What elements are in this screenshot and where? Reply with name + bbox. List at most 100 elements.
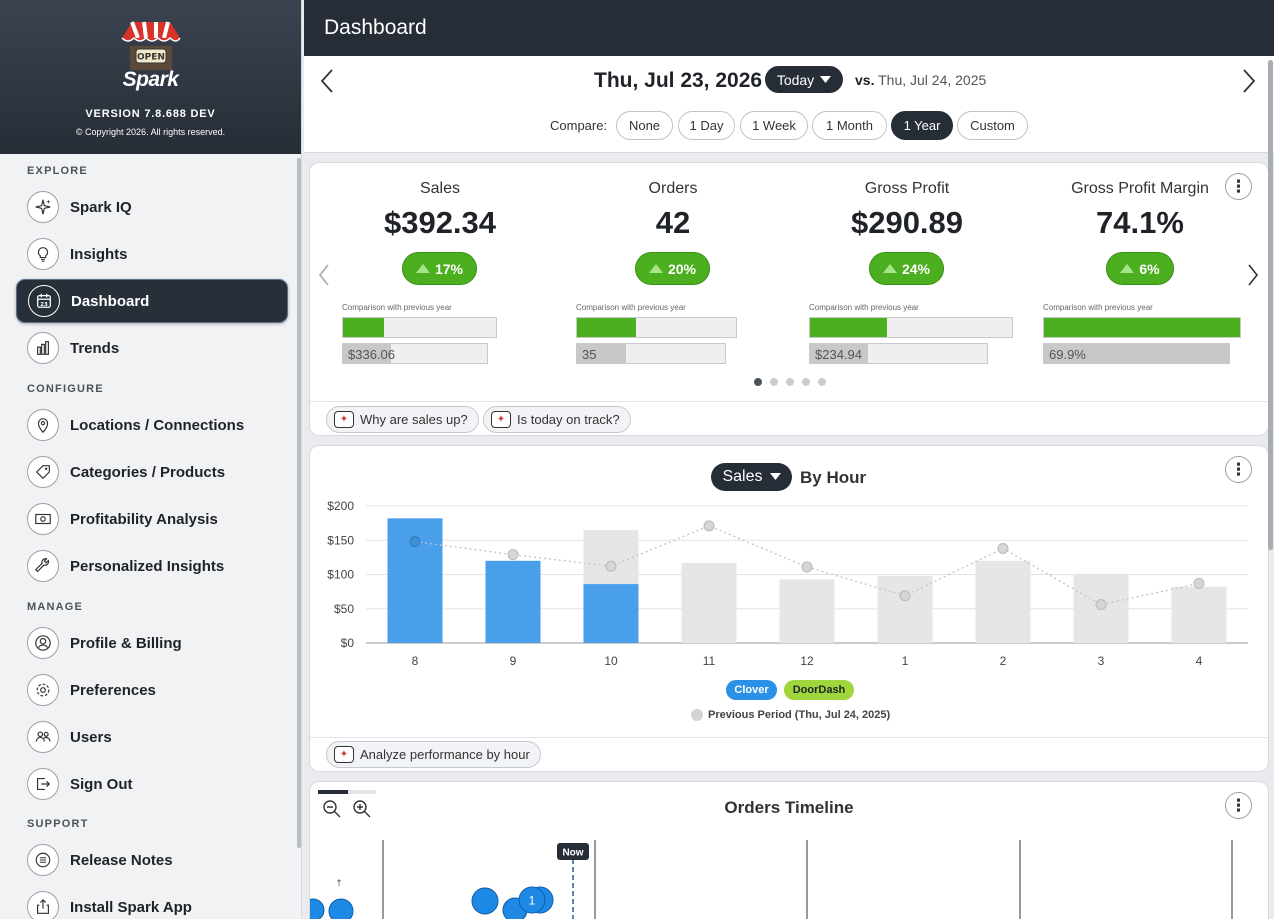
comparison-label: Comparison with previous year <box>342 303 452 312</box>
sidebar-item-release-notes[interactable]: Release Notes <box>16 838 288 882</box>
analyze-by-hour-button[interactable]: ✦ Analyze performance by hour <box>326 741 541 768</box>
sign-out-icon <box>27 768 59 800</box>
order-bubble <box>471 887 499 915</box>
metric-label: Gross Profit <box>864 180 950 197</box>
user-circle-icon <box>27 627 59 659</box>
sidebar-item-label: Categories / Products <box>70 463 226 481</box>
compare-1-month-button[interactable]: 1 Month <box>812 111 887 140</box>
compare-none-button[interactable]: None <box>616 111 673 140</box>
carousel-dot-5[interactable] <box>818 378 826 386</box>
previous-period-point <box>409 536 421 548</box>
metric-change-badge: 24% <box>869 252 944 285</box>
sidebar-item-locations[interactable]: Locations / Connections <box>16 403 288 447</box>
next-date-chevron-icon[interactable] <box>1242 68 1256 101</box>
orders-timeline-chart[interactable]: Now ↑ 1 <box>310 837 1268 919</box>
x-tick-label: 8 <box>412 654 419 668</box>
zoom-out-icon[interactable] <box>322 799 342 824</box>
sidebar-item-label: Dashboard <box>71 292 150 310</box>
carousel-dot-3[interactable] <box>786 378 794 386</box>
metric-label: Gross Profit Margin <box>1071 180 1209 197</box>
chart-more-options-icon[interactable]: ⋮ <box>1225 456 1252 483</box>
previous-value: $234.94 <box>815 347 862 362</box>
current-bar <box>485 560 541 643</box>
current-date: Thu, Jul 23, 2026 <box>594 69 763 92</box>
x-tick-label: 4 <box>1196 654 1203 668</box>
sidebar-item-sign-out[interactable]: Sign Out <box>16 762 288 806</box>
carousel-next-chevron-icon[interactable] <box>1247 263 1259 292</box>
carousel-dot-4[interactable] <box>802 378 810 386</box>
wrench-icon <box>27 550 59 582</box>
sidebar-scrollbar[interactable] <box>297 158 301 848</box>
sidebar-item-preferences[interactable]: Preferences <box>16 668 288 712</box>
sidebar-item-label: Trends <box>70 339 120 357</box>
previous-period-point <box>605 560 617 572</box>
metric-change-badge: 6% <box>1106 252 1174 285</box>
timeline-more-options-icon[interactable]: ⋮ <box>1225 792 1252 819</box>
sidebar-item-label: Locations / Connections <box>70 416 245 434</box>
carousel-dot-1[interactable] <box>754 378 762 386</box>
sidebar-item-install-app[interactable]: Install Spark App <box>16 885 288 919</box>
metric-label: Sales <box>419 180 461 197</box>
sales-by-hour-card: Sales By Hour ⋮ $0 $50 $100 $150 $200 8 9 10 11 1… <box>309 445 1269 772</box>
users-icon <box>27 721 59 753</box>
metric-value: $392.34 <box>383 205 497 240</box>
sidebar-item-dashboard[interactable]: 23 Dashboard <box>16 279 288 323</box>
up-arrow-icon <box>648 264 663 273</box>
current-value-bar <box>576 317 737 338</box>
comparison-label: Comparison with previous year <box>576 303 686 312</box>
caret-down-icon <box>820 75 832 83</box>
sidebar-item-profile-billing[interactable]: Profile & Billing <box>16 621 288 665</box>
why-sales-up-button[interactable]: ✦ Why are sales up? <box>326 406 479 433</box>
metrics-more-options-icon[interactable]: ⋮ <box>1225 173 1252 200</box>
now-marker <box>557 843 589 860</box>
previous-period-point <box>703 520 715 532</box>
legend-previous-period[interactable]: Previous Period (Thu, Jul 24, 2025) <box>691 709 890 721</box>
main-scrollbar[interactable] <box>1268 60 1273 550</box>
sidebar-item-profitability[interactable]: Profitability Analysis <box>16 497 288 541</box>
previous-bar <box>975 560 1031 643</box>
ask-label: Why are sales up? <box>360 412 468 427</box>
order-bubble <box>328 898 354 919</box>
zoom-in-icon[interactable] <box>352 799 372 824</box>
y-tick-label: $0 <box>341 636 355 650</box>
section-configure: CONFIGURE <box>27 383 104 395</box>
section-explore: EXPLORE <box>27 165 88 177</box>
sidebar-item-insights[interactable]: Insights <box>16 232 288 276</box>
compare-custom-button[interactable]: Custom <box>957 111 1028 140</box>
compare-1-day-button[interactable]: 1 Day <box>678 111 735 140</box>
x-tick-label: 1 <box>902 654 909 668</box>
x-tick-label: 12 <box>800 654 814 668</box>
now-label: Now <box>562 848 583 859</box>
zoom-level-track <box>318 790 376 794</box>
sidebar-item-categories[interactable]: Categories / Products <box>16 450 288 494</box>
carousel-prev-chevron-icon[interactable] <box>318 263 330 292</box>
ai-chat-icon: ✦ <box>334 746 354 763</box>
sidebar-item-trends[interactable]: Trends <box>16 326 288 370</box>
calendar-icon: 23 <box>28 285 60 317</box>
sidebar-item-personalized[interactable]: Personalized Insights <box>16 544 288 588</box>
x-tick-label: 11 <box>703 654 716 668</box>
current-bar-fill <box>577 318 636 337</box>
compare-label: Compare: <box>550 118 608 133</box>
sidebar-item-spark-iq[interactable]: Spark IQ <box>16 185 288 229</box>
carousel-dot-2[interactable] <box>770 378 778 386</box>
gear-icon <box>27 674 59 706</box>
section-support: SUPPORT <box>27 818 89 830</box>
previous-bar-fill <box>810 344 869 363</box>
period-dropdown-button[interactable]: Today <box>765 66 843 93</box>
compare-1-year-button[interactable]: 1 Year <box>891 111 953 140</box>
ai-chat-icon: ✦ <box>334 411 354 428</box>
previous-date-chevron-icon[interactable] <box>320 68 334 101</box>
sidebar-item-label: Profitability Analysis <box>70 510 218 528</box>
previous-bar-fill <box>1044 344 1229 363</box>
is-today-on-track-button[interactable]: ✦ Is today on track? <box>483 406 631 433</box>
sidebar: OPEN Spark VERSION 7.8.688 DEV © Copyrig… <box>0 0 302 919</box>
current-bar-fill <box>810 318 887 337</box>
legend-doordash[interactable]: DoorDash <box>784 680 854 700</box>
sidebar-item-users[interactable]: Users <box>16 715 288 759</box>
compare-1-week-button[interactable]: 1 Week <box>740 111 808 140</box>
previous-bar <box>779 579 835 643</box>
metric-select-dropdown[interactable]: Sales <box>711 463 792 491</box>
legend-clover[interactable]: Clover <box>726 680 777 700</box>
carousel-dots[interactable] <box>754 378 826 386</box>
